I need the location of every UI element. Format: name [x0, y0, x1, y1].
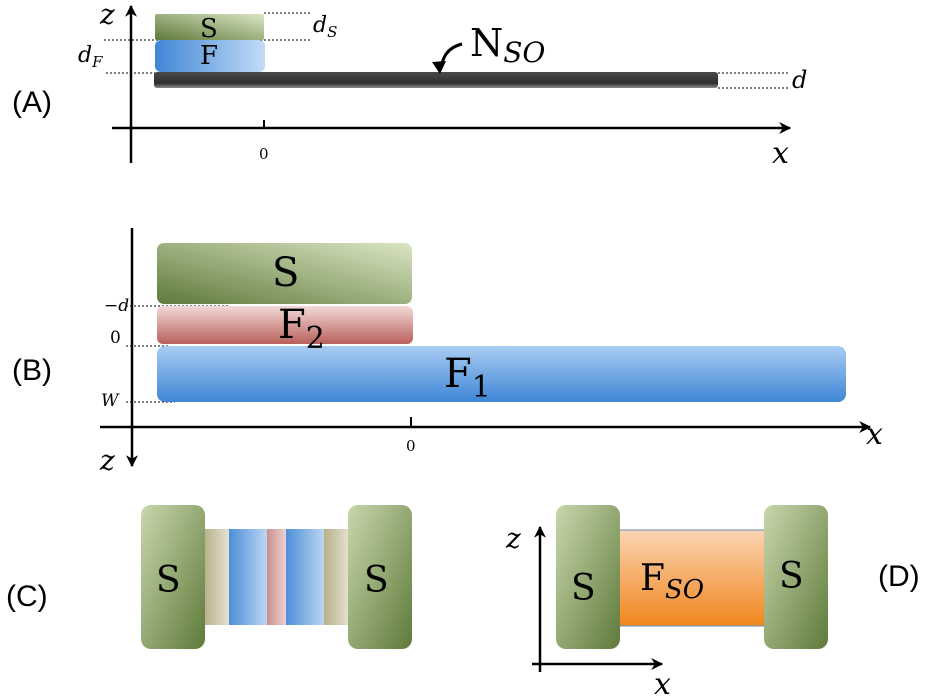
panel-c-stripe-red	[267, 529, 286, 625]
panel-a-layer-nso	[154, 72, 718, 88]
panel-b-tag: (B)	[12, 354, 52, 387]
panel-a-df-label: dF	[78, 43, 103, 71]
panel-b-layer-s-label: S	[272, 250, 299, 296]
panel-b-layer-f1-label: F1	[444, 351, 491, 405]
panel-b: (B) z x 0 −d 0 W S F2 F1	[12, 228, 883, 477]
panel-c-right-s-block	[348, 505, 412, 649]
panel-b-layer-f2	[157, 306, 413, 344]
panel-b-w-label: W	[101, 391, 120, 411]
panel-a-guides	[104, 12, 790, 89]
panel-c-stripe-tan-right	[324, 529, 349, 625]
panel-d-left-s-block	[556, 505, 620, 649]
panel-a-layer-f	[155, 40, 265, 72]
panel-b-minus-d-label: −d	[104, 296, 129, 316]
panel-d-x-label: x	[654, 667, 671, 698]
panel-d-z-label: z	[505, 522, 521, 555]
panel-a: (A) z x 0 S F dS dF d NSO	[12, 0, 807, 171]
panel-b-layer-f2-label: F2	[278, 302, 325, 356]
panel-a-tag: (A)	[12, 86, 52, 119]
panel-c-left-s-label: S	[156, 560, 181, 601]
panel-a-x-label: x	[772, 136, 789, 171]
panel-d-tag: (D)	[878, 560, 920, 593]
panel-c-tag: (C)	[6, 580, 48, 613]
panel-b-x-label: x	[866, 417, 883, 452]
panel-a-layer-f-label: F	[200, 41, 218, 71]
panel-a-layer-s-label: S	[200, 14, 218, 44]
panel-d-fso-label: FSO	[640, 558, 704, 605]
panel-b-z-label: z	[99, 444, 115, 477]
panel-b-zero-z-label: 0	[110, 328, 121, 348]
panel-b-zero-x-label: 0	[406, 437, 416, 455]
panel-b-layer-f1	[157, 346, 846, 402]
panel-d: (D) z x S S FSO	[505, 505, 920, 698]
panel-d-right-s-label: S	[779, 556, 804, 597]
panel-c: (C) S S	[6, 505, 412, 649]
panel-a-z-label: z	[99, 0, 115, 31]
panel-b-layer-s	[157, 243, 412, 304]
panel-c-stripe-tan-left	[204, 529, 229, 625]
panel-a-zero-label: 0	[259, 145, 269, 163]
panel-a-nso-pointer-head	[432, 61, 446, 74]
panel-d-left-s-label: S	[571, 568, 596, 609]
panel-a-nso-label: NSO	[470, 21, 545, 69]
panel-c-right-s-label: S	[364, 560, 389, 601]
panel-c-stripe-blue-right	[286, 529, 324, 625]
panel-a-layer-s	[155, 14, 264, 40]
panel-c-left-s-block	[141, 505, 205, 649]
panel-a-ds-label: dS	[313, 13, 337, 41]
panel-a-d-label: d	[792, 66, 807, 94]
panel-d-right-s-block	[764, 505, 828, 649]
panel-c-stripe-blue-left	[229, 529, 267, 625]
